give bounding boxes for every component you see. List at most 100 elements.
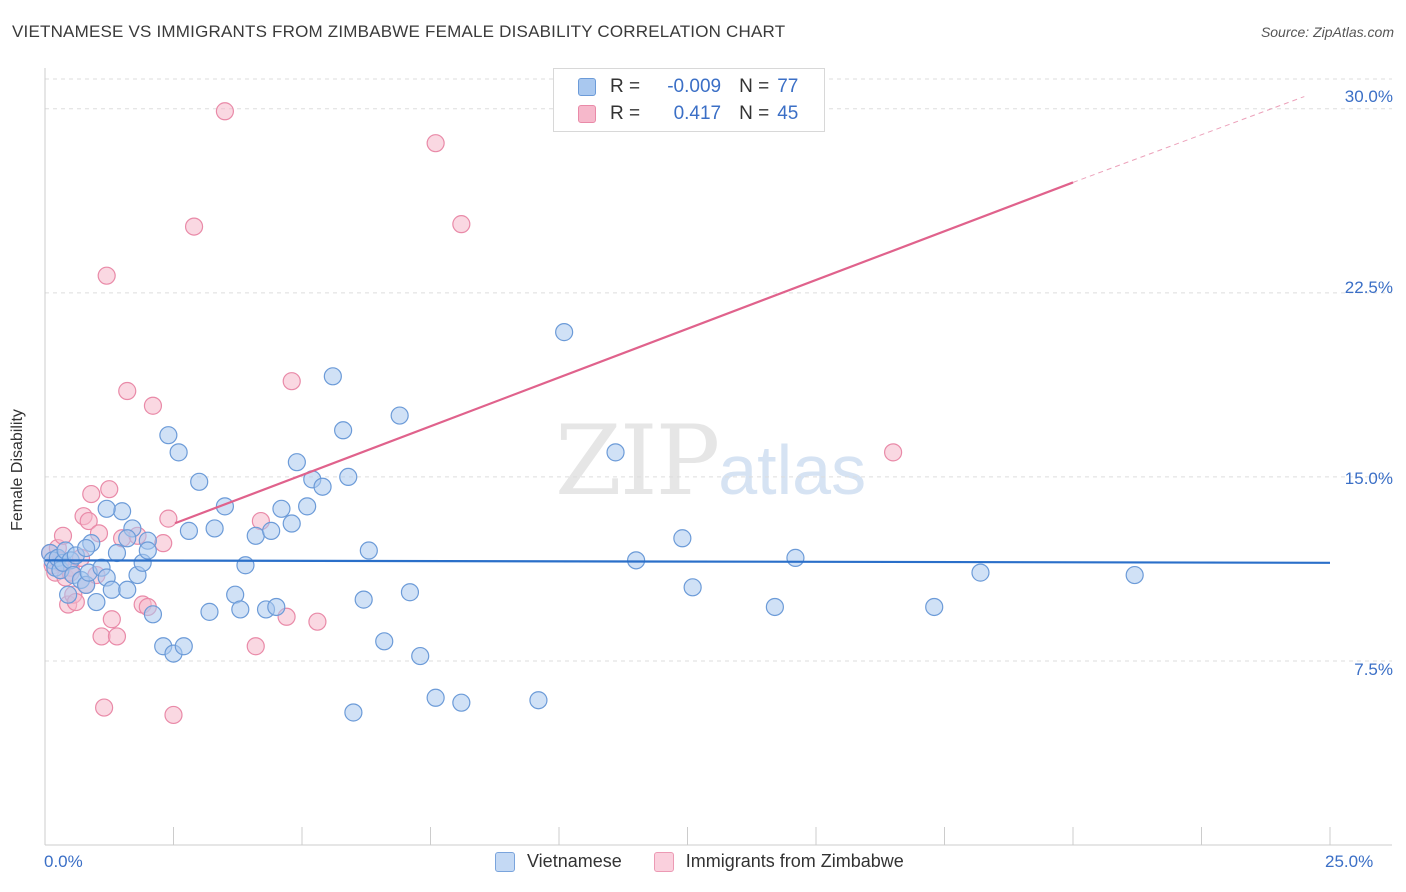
zimbabwe-point (118, 381, 137, 401)
vietnamese-point (375, 632, 394, 651)
vietnamese-point (298, 497, 317, 516)
zimbabwe-legend-swatch (653, 851, 674, 872)
zimbabwe-point (79, 511, 98, 531)
vietnamese-point (400, 583, 420, 602)
vietnamese-trend-line (44, 559, 1331, 564)
zimbabwe-point (215, 102, 234, 121)
legend-r-label: R = (610, 103, 641, 124)
vietnamese-point (765, 597, 784, 617)
legend-item-zimbabwe[interactable]: Immigrants from Zimbabwe (653, 851, 904, 872)
vietnamese-point (334, 421, 353, 440)
zimbabwe-point (107, 627, 127, 646)
zimbabwe-n-value: 45 (777, 103, 799, 124)
vietnamese-point (786, 548, 805, 567)
vietnamese-point (426, 688, 445, 707)
source-attribution: Source: ZipAtlas.com (1260, 24, 1394, 40)
vietnamese-point (236, 556, 255, 575)
vietnamese-point (107, 543, 127, 563)
vietnamese-point (925, 597, 944, 617)
zimbabwe-point (246, 637, 265, 656)
vietnamese-point (231, 600, 250, 619)
vietnamese-point (344, 703, 363, 722)
legend-n-label: N = (739, 103, 770, 124)
zimbabwe-point (82, 484, 101, 504)
zimbabwe-point (426, 134, 445, 153)
legend-row-vietnamese: R = -0.009 N = 77 (578, 75, 798, 99)
vietnamese-point (118, 529, 137, 548)
zimbabwe-point (452, 215, 471, 234)
vietnamese-point (323, 367, 342, 386)
vietnamese-point (287, 453, 306, 472)
zimbabwe-point (159, 509, 178, 528)
vietnamese-point (97, 499, 116, 518)
vietnamese-point (102, 580, 121, 599)
vietnamese-point (118, 580, 137, 599)
zimbabwe-legend-label: Immigrants from Zimbabwe (685, 851, 904, 871)
vietnamese-point (143, 605, 163, 624)
vietnamese-point (190, 472, 209, 491)
vietnamese-swatch (578, 78, 596, 96)
watermark: ZIPatlas (555, 405, 866, 517)
vietnamese-point (272, 499, 291, 518)
vietnamese-legend-swatch (495, 851, 515, 872)
x-tick-label-right: 25.0% (1325, 852, 1374, 871)
vietnamese-point (267, 597, 286, 617)
vietnamese-point (529, 691, 548, 710)
vietnamese-point (77, 538, 96, 558)
legend-row-zimbabwe: R = 0.417 N = 45 (578, 102, 798, 126)
vietnamese-point (339, 467, 358, 487)
x-tick-label-left: 0.0% (44, 852, 83, 871)
vietnamese-point (1125, 565, 1144, 585)
vietnamese-point (205, 519, 224, 538)
zimbabwe-trend-extension (1072, 96, 1305, 183)
vietnamese-point (313, 477, 332, 496)
zimbabwe-swatch (578, 105, 596, 123)
zimbabwe-point (92, 627, 111, 646)
zimbabwe-point (282, 372, 301, 391)
vietnamese-point (971, 563, 990, 582)
vietnamese-point (683, 578, 702, 597)
zimbabwe-point (97, 266, 116, 285)
watermark-zip: ZIP (555, 405, 720, 517)
vietnamese-point (555, 323, 574, 342)
zimbabwe-trend-line (174, 181, 1074, 525)
vietnamese-point (200, 602, 219, 621)
zimbabwe-point (143, 396, 163, 415)
vietnamese-points (41, 323, 1144, 722)
vietnamese-point (673, 529, 692, 548)
vietnamese-point (354, 590, 373, 609)
legend-n-label: N = (739, 76, 770, 97)
y-tick-label-30: 30.0% (1344, 87, 1393, 106)
vietnamese-point (59, 585, 78, 604)
zimbabwe-point (154, 534, 173, 553)
zimbabwe-point (308, 612, 327, 631)
zimbabwe-point (95, 698, 114, 717)
vietnamese-point (169, 443, 188, 462)
vietnamese-point (626, 551, 646, 570)
chart-title: VIETNAMESE VS IMMIGRANTS FROM ZIMBABWE F… (12, 22, 786, 41)
y-tick-label-22-5: 22.5% (1344, 278, 1393, 297)
legend-r-label: R = (610, 76, 641, 97)
vietnamese-point (282, 514, 301, 533)
axis-layer (44, 68, 1392, 846)
zimbabwe-point (100, 480, 119, 499)
vietnamese-point (390, 406, 409, 425)
legend-item-vietnamese[interactable]: Vietnamese (495, 851, 622, 872)
zimbabwe-point (102, 610, 121, 629)
vietnamese-point (87, 592, 106, 612)
vietnamese-point (246, 526, 265, 545)
vietnamese-point (179, 521, 199, 540)
watermark-atlas: atlas (718, 431, 867, 509)
series-legend: Vietnamese Immigrants from Zimbabwe (495, 851, 936, 872)
vietnamese-r-value: -0.009 (667, 76, 722, 97)
vietnamese-point (359, 541, 378, 560)
zimbabwe-point (164, 705, 183, 725)
vietnamese-point (159, 426, 178, 445)
vietnamese-point (262, 521, 281, 540)
stats-legend: R = -0.009 N = 77 R = 0.417 N = 45 (553, 68, 825, 132)
vietnamese-point (452, 693, 471, 712)
y-tick-label-7-5: 7.5% (1354, 660, 1393, 679)
zimbabwe-r-value: 0.417 (673, 103, 722, 124)
vietnamese-point (112, 502, 132, 521)
